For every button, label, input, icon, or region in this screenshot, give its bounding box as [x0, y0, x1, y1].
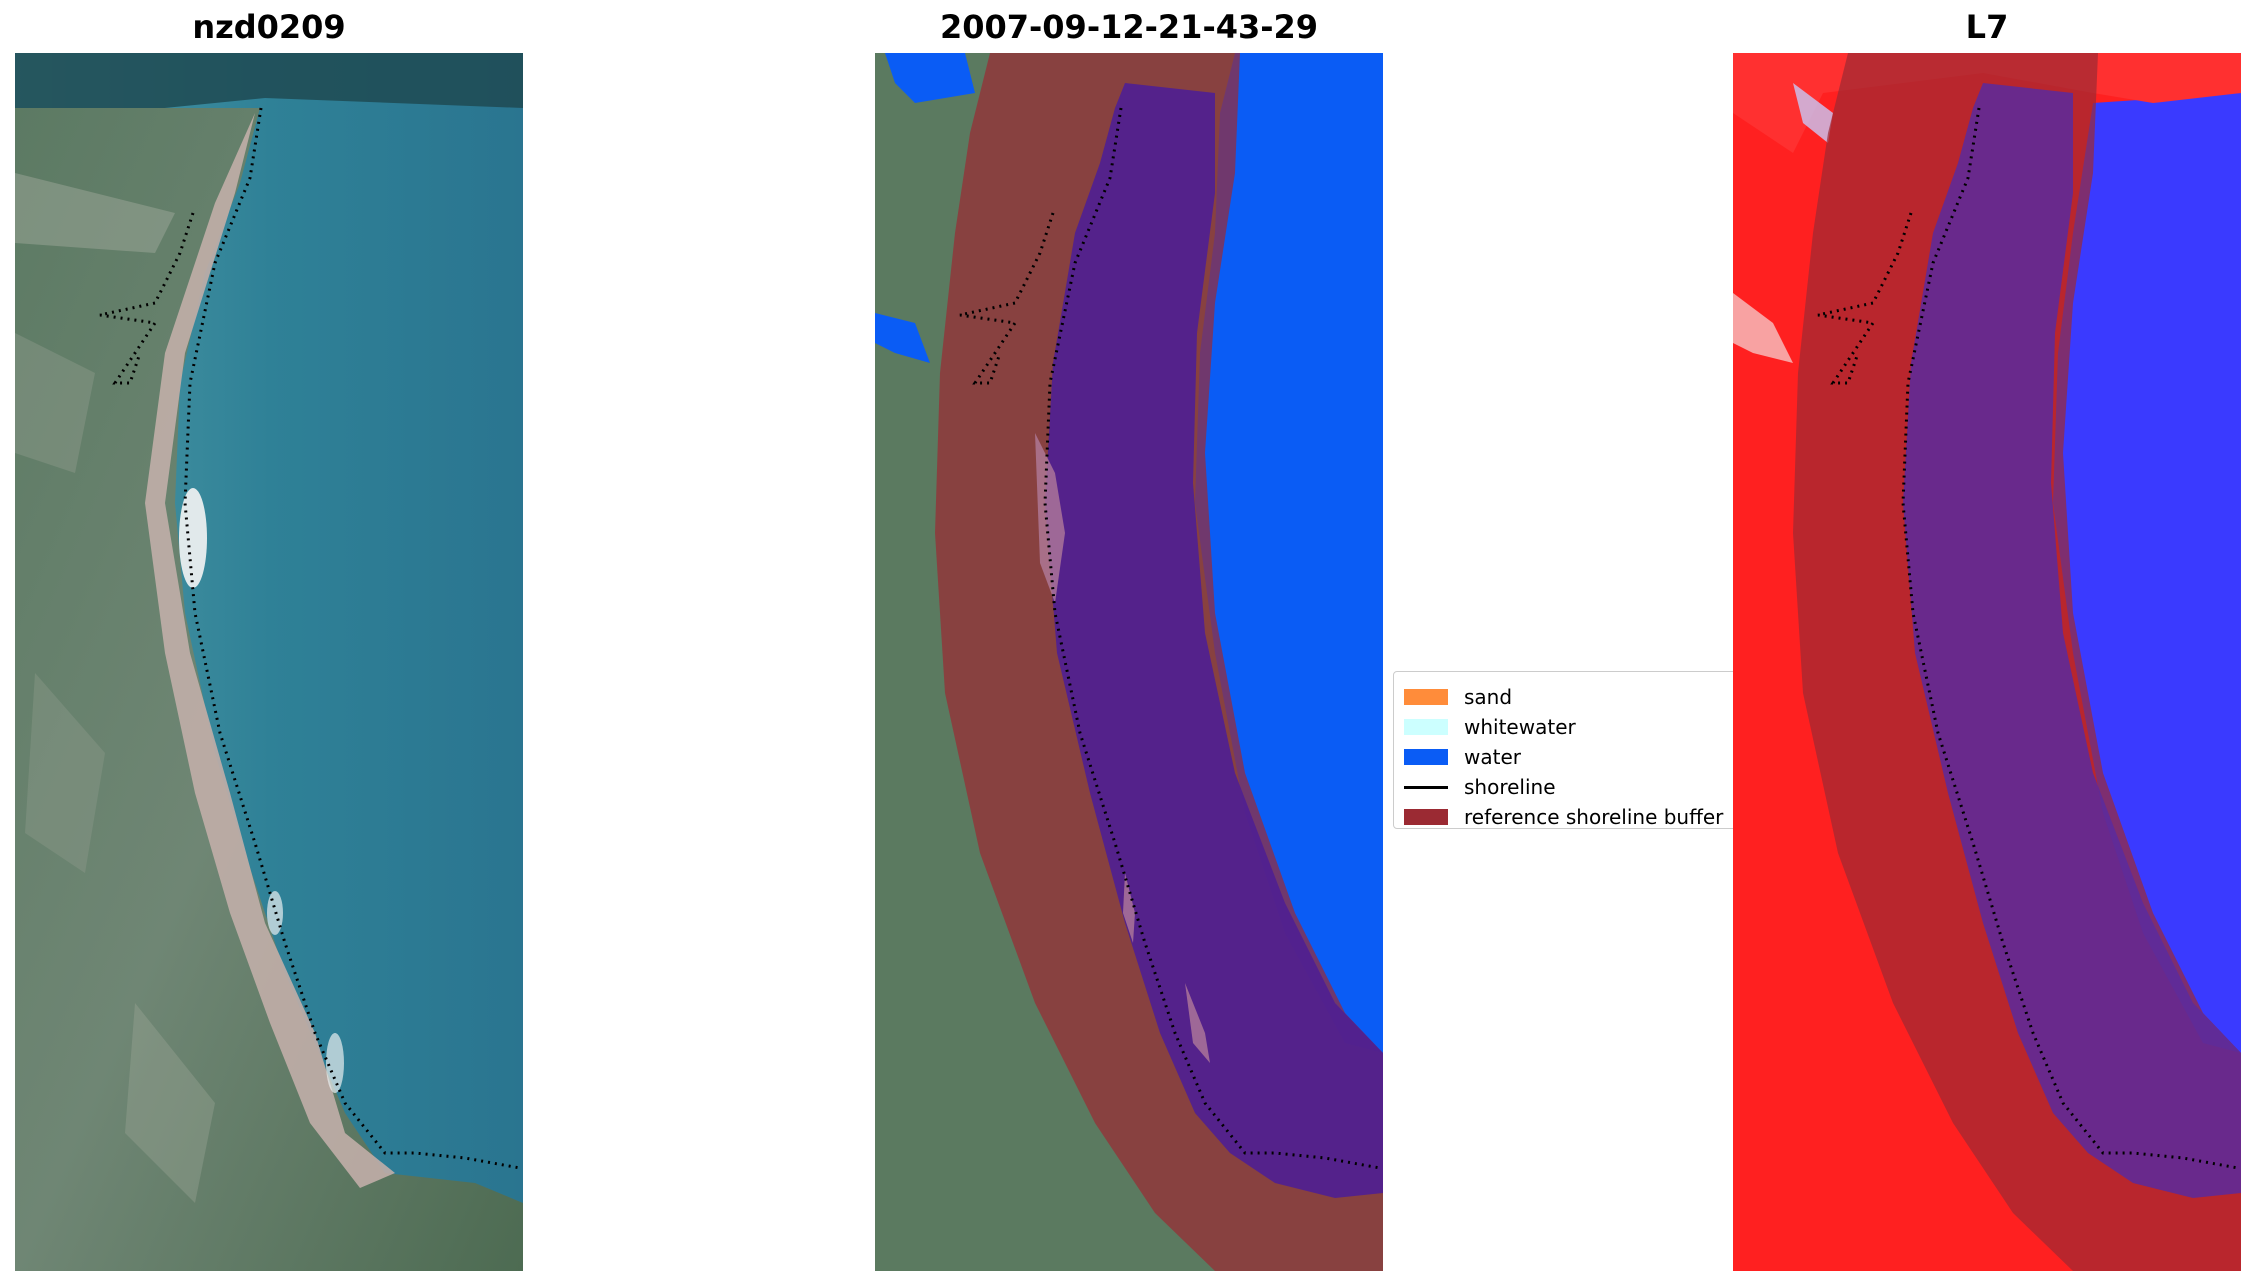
legend: sand whitewater water shoreline referenc… [1393, 671, 1753, 829]
shoreline-left [183, 107, 521, 1170]
index-panel [1733, 53, 2241, 1271]
index-image [1733, 53, 2241, 1271]
legend-label: water [1464, 745, 1521, 769]
legend-label: reference shoreline buffer [1464, 805, 1724, 829]
legend-item-buffer: reference shoreline buffer [1404, 802, 1752, 832]
classified-image [875, 53, 1383, 1271]
legend-item-sand: sand [1404, 682, 1752, 712]
legend-label: sand [1464, 685, 1513, 709]
legend-label: shoreline [1464, 775, 1556, 799]
shoreline-right [1901, 107, 2239, 1170]
legend-item-shoreline: shoreline [1404, 772, 1752, 802]
panel-title-right: L7 [1965, 8, 2009, 46]
panel-title-middle: 2007-09-12-21-43-29 [939, 8, 1319, 46]
classification-panel [875, 53, 1383, 1271]
rgb-image-panel [15, 53, 523, 1271]
panel-title-left: nzd0209 [192, 8, 346, 46]
buffer-swatch [1404, 809, 1448, 825]
whitewater-swatch [1404, 719, 1448, 735]
sand-swatch [1404, 689, 1448, 705]
water-swatch [1404, 749, 1448, 765]
legend-label: whitewater [1464, 715, 1576, 739]
legend-item-water: water [1404, 742, 1752, 772]
shoreline-swatch [1404, 785, 1448, 789]
rgb-image [15, 53, 523, 1271]
shoreline-middle [1043, 107, 1381, 1170]
legend-item-whitewater: whitewater [1404, 712, 1752, 742]
